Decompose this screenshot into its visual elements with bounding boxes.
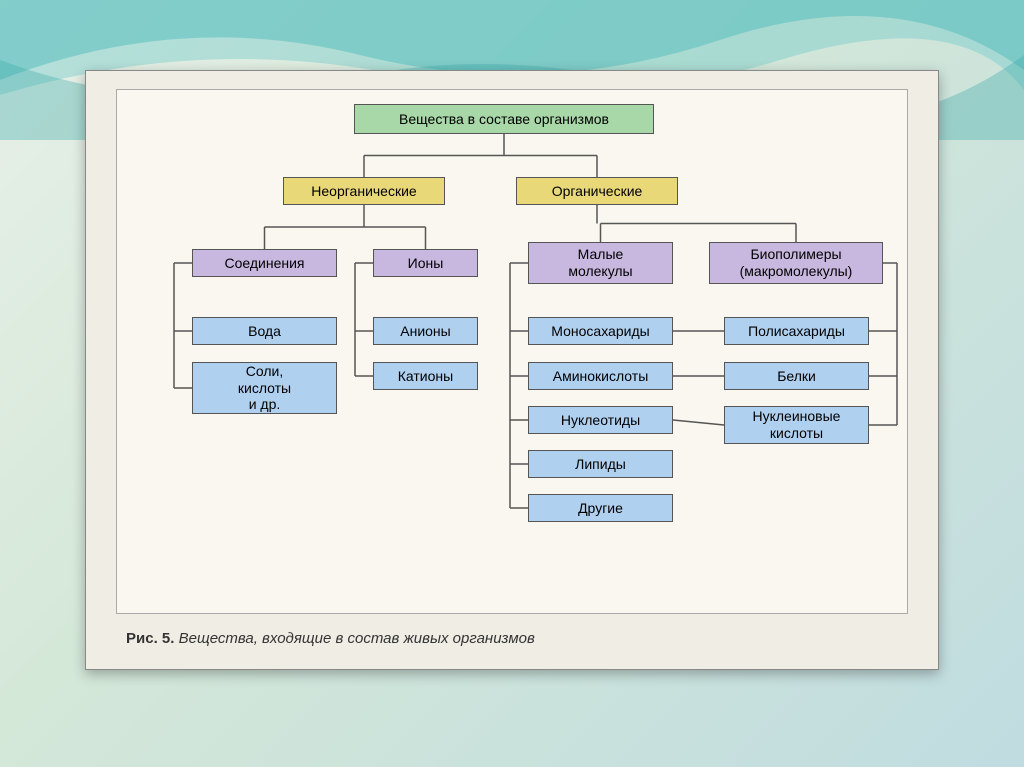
node-ions: Ионы (373, 249, 478, 277)
node-salts: Соли,кислотыи др. (192, 362, 337, 414)
connector-lines (117, 90, 907, 613)
node-inorg: Неорганические (283, 177, 445, 205)
node-prot: Белки (724, 362, 869, 390)
node-small: Малыемолекулы (528, 242, 673, 284)
node-lipid: Липиды (528, 450, 673, 478)
caption-text: Вещества, входящие в состав живых органи… (179, 630, 535, 647)
node-cations: Катионы (373, 362, 478, 390)
node-water: Вода (192, 317, 337, 345)
node-nacid: Нуклеиновыекислоты (724, 406, 869, 444)
node-anions: Анионы (373, 317, 478, 345)
node-poly: Полисахариды (724, 317, 869, 345)
caption-prefix: Рис. 5. (126, 630, 174, 647)
node-biopol: Биополимеры(макромолекулы) (709, 242, 883, 284)
node-root: Вещества в составе организмов (354, 104, 654, 134)
node-mono: Моносахариды (528, 317, 673, 345)
diagram-canvas: Вещества в составе организмов Неорганичес… (116, 89, 908, 614)
node-other: Другие (528, 494, 673, 522)
node-nucl: Нуклеотиды (528, 406, 673, 434)
node-org: Органические (516, 177, 678, 205)
node-comp: Соединения (192, 249, 337, 277)
figure-caption: Рис. 5. Вещества, входящие в состав живы… (126, 630, 535, 647)
slide-frame: Вещества в составе организмов Неорганичес… (85, 70, 939, 670)
node-amino: Аминокислоты (528, 362, 673, 390)
